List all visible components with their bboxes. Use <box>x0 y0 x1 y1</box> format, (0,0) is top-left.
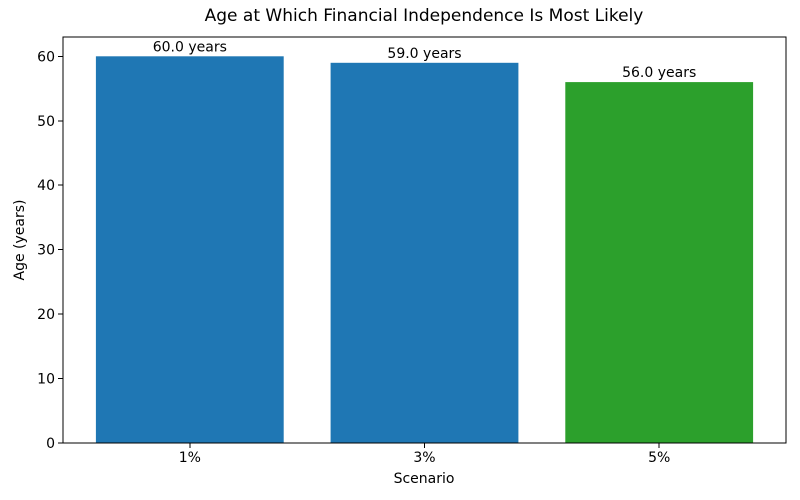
x-axis-label: Scenario <box>394 471 455 487</box>
y-tick-label: 40 <box>37 178 55 194</box>
y-tick-label: 60 <box>37 49 55 65</box>
x-tick-label: 1% <box>179 450 201 466</box>
y-tick-label: 30 <box>37 243 55 259</box>
bar-5% <box>565 82 754 443</box>
x-tick-label: 3% <box>413 450 435 466</box>
bar-3% <box>330 62 519 444</box>
x-axis-ticks: 1% 3% 5% <box>179 443 670 466</box>
bar-1% <box>95 56 284 444</box>
y-tick-label: 0 <box>46 436 55 452</box>
bar-value-labels: 60.0 years 59.0 years 56.0 years <box>153 39 697 81</box>
x-tick-label: 5% <box>648 450 670 466</box>
chart-title: Age at Which Financial Independence Is M… <box>205 6 644 26</box>
bars-group <box>95 56 754 444</box>
bar-value-label: 60.0 years <box>153 39 227 55</box>
y-axis-label: Age (years) <box>12 200 28 281</box>
y-tick-label: 50 <box>37 114 55 130</box>
y-tick-label: 20 <box>37 307 55 323</box>
y-axis-ticks: 0 10 20 30 40 50 60 <box>37 49 63 452</box>
bar-value-label: 59.0 years <box>387 46 461 62</box>
y-tick-label: 10 <box>37 372 55 388</box>
bar-value-label: 56.0 years <box>622 65 696 81</box>
